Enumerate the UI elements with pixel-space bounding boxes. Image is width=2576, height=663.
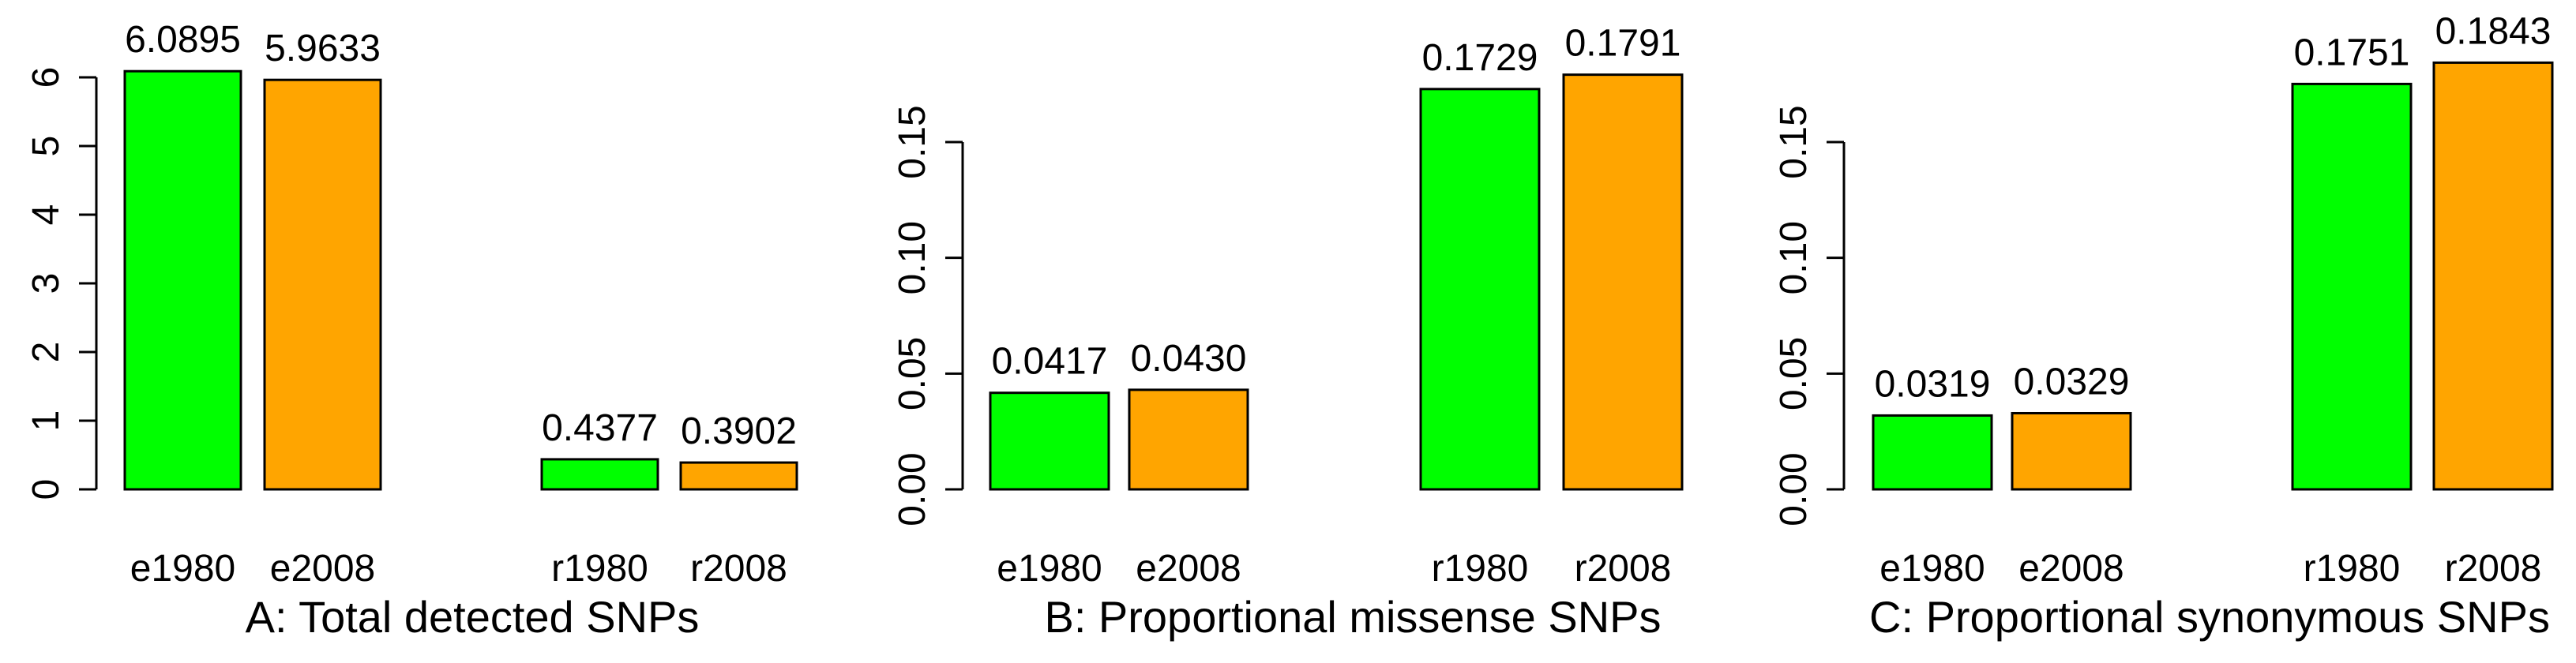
x-category-label: r2008: [2444, 548, 2541, 590]
bar-r2008: [2432, 61, 2554, 491]
bar-value-label: 6.0895: [125, 19, 241, 61]
y-tick-label: 0.10: [1773, 221, 1815, 294]
bar-value-label: 0.1751: [2293, 32, 2409, 73]
bar-r1980: [2291, 82, 2413, 491]
y-tick-label: 4: [25, 204, 67, 226]
barplot-panel-a: 0 1 2 3 4 5 6 6.0895 e1980 5.9633 e2008 0.4377 r1980…: [25, 19, 798, 642]
y-tick-label: 0.05: [1773, 337, 1815, 410]
x-category-label: e2008: [2018, 548, 2124, 590]
panel-title: C: Proportional synonymous SNPs: [1869, 592, 2550, 642]
barplot-panel-c: 0.00 0.05 0.10 0.15 0.0319 e1980 0.0329 e2008 0.…: [1773, 10, 2554, 642]
bar-value-label: 0.0417: [992, 341, 1108, 383]
panel-title: B: Proportional missense SNPs: [1045, 592, 1662, 642]
y-tick-label: 0.15: [1773, 105, 1815, 178]
x-category-label: r2008: [1575, 548, 1672, 590]
x-category-label: r1980: [551, 548, 648, 590]
x-category-label: e2008: [270, 548, 375, 590]
bar-value-label: 0.0319: [1874, 363, 1990, 405]
bar-r1980: [1419, 88, 1541, 491]
y-tick-label: 0.15: [892, 105, 933, 178]
y-tick-label: 5: [25, 136, 67, 157]
bar-value-label: 0.1791: [1565, 23, 1681, 65]
bar-value-label: 0.0430: [1131, 338, 1247, 380]
bar-r2008: [679, 461, 798, 491]
bar-value-label: 0.1843: [2435, 10, 2551, 52]
bar-value-label: 5.9633: [265, 28, 381, 69]
bar-value-label: 0.1729: [1422, 37, 1538, 79]
y-tick-label: 6: [25, 67, 67, 88]
panel-title: A: Total detected SNPs: [246, 592, 700, 642]
y-tick-label: 0.05: [892, 337, 933, 410]
x-category-label: e1980: [130, 548, 235, 590]
bar-e1980: [989, 391, 1110, 491]
x-category-label: e1980: [1879, 548, 1985, 590]
barplot-panel-b: 0.00 0.05 0.10 0.15 0.0417 e1980 0.0430 e2008 0.…: [892, 23, 1684, 642]
bar-e2008: [2011, 411, 2132, 491]
bar-e2008: [263, 78, 382, 491]
x-category-label: e2008: [1136, 548, 1241, 590]
y-tick-label: 3: [25, 273, 67, 294]
y-tick-label: 0.00: [1773, 452, 1815, 526]
y-tick-label: 0: [25, 479, 67, 500]
y-tick-label: 1: [25, 410, 67, 432]
bar-value-label: 0.4377: [542, 407, 658, 449]
bar-e1980: [123, 69, 242, 491]
y-tick-label: 0.00: [892, 452, 933, 526]
bar-value-label: 0.0329: [2013, 361, 2129, 403]
bar-r2008: [1562, 73, 1684, 491]
bar-e1980: [1872, 414, 1993, 491]
bar-value-label: 0.3902: [681, 410, 797, 452]
x-category-label: r2008: [690, 548, 787, 590]
bar-e2008: [1128, 388, 1249, 491]
bar-r1980: [540, 458, 659, 491]
y-tick-label: 2: [25, 342, 67, 363]
x-category-label: r1980: [2303, 548, 2400, 590]
x-category-label: e1980: [997, 548, 1102, 590]
y-tick-label: 0.10: [892, 221, 933, 294]
x-category-label: r1980: [1432, 548, 1529, 590]
